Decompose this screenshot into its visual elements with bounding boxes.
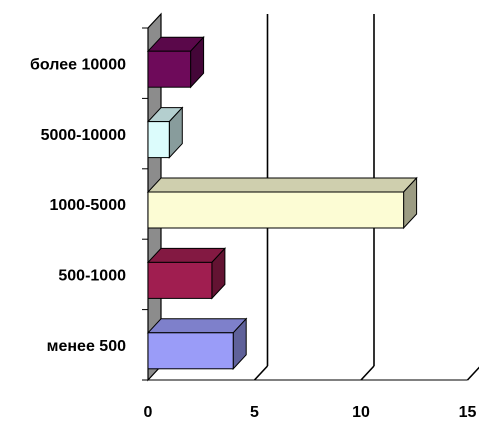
category-label: менее 500 — [47, 338, 126, 355]
x-tick-label: 15 — [459, 404, 477, 421]
bar — [147, 332, 234, 370]
category-label: 500-1000 — [58, 268, 126, 285]
bar — [147, 121, 170, 159]
x-tick-label: 0 — [144, 404, 153, 421]
bar-top-face — [146, 318, 248, 334]
x-tick-label: 10 — [352, 404, 370, 421]
bar — [147, 191, 405, 229]
category-label: более 10000 — [30, 56, 126, 73]
bar — [147, 50, 192, 88]
gridline-foot — [360, 365, 375, 381]
gridline-foot — [466, 366, 479, 381]
bar-top-face — [146, 177, 418, 193]
category-label: 1000-5000 — [49, 197, 126, 214]
bar — [147, 261, 213, 299]
x-tick-label: 5 — [250, 404, 259, 421]
gridline-foot — [253, 365, 269, 381]
category-label: 5000-10000 — [41, 127, 127, 144]
